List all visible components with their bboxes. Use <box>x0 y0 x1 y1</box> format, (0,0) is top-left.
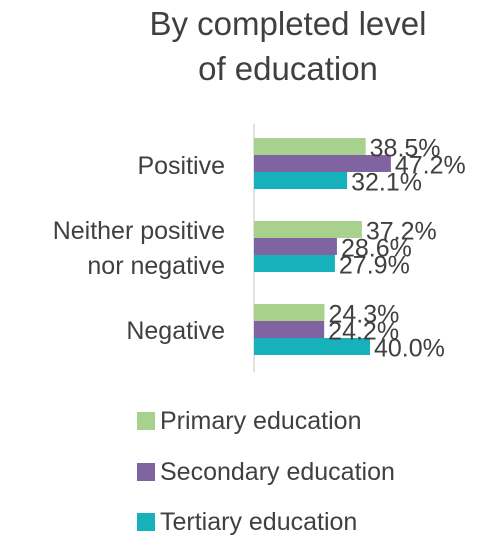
bar-2-2 <box>254 338 370 355</box>
chart-title-line-1: By completed level <box>150 5 427 42</box>
category-label-0: Positive <box>137 152 225 180</box>
legend-swatch-2 <box>137 513 155 531</box>
category-label-2: Negative <box>126 317 225 345</box>
data-labels: 38.5%47.2%32.1% 37.2%28.6%27.9% 24.3%24.2%… <box>328 135 466 363</box>
category-label-1-line-0: Neither positive <box>53 217 225 245</box>
legend-label-2: Tertiary education <box>160 508 357 536</box>
category-label-1-line-1: nor negative <box>87 252 225 280</box>
data-label-1-2: 27.9% <box>339 252 410 280</box>
bar-0-2 <box>254 172 348 189</box>
legend: Primary education Secondary education Tert… <box>137 407 395 536</box>
category-labels: Positive Neither positive nor negative Nega… <box>53 152 225 345</box>
data-label-2-0: 24.3% <box>328 301 399 329</box>
chart-title-line-2: of education <box>198 50 378 87</box>
bar-0-1 <box>254 155 391 172</box>
data-label-0-1: 47.2% <box>395 152 466 180</box>
bar-0-0 <box>254 138 366 155</box>
bars <box>254 138 391 355</box>
bar-1-0 <box>254 221 362 238</box>
bar-1-2 <box>254 255 335 272</box>
legend-label-0: Primary education <box>160 407 361 435</box>
data-label-2-2: 40.0% <box>374 335 445 363</box>
legend-swatch-0 <box>137 412 155 430</box>
bar-2-0 <box>254 304 325 321</box>
bar-1-1 <box>254 238 337 255</box>
data-label-2-1: 24.2% <box>328 318 399 346</box>
bar-2-1 <box>254 321 325 338</box>
data-label-1-0: 37.2% <box>366 218 437 246</box>
legend-swatch-1 <box>137 463 155 481</box>
data-label-1-1: 28.6% <box>341 235 412 263</box>
data-label-0-0: 38.5% <box>370 135 441 163</box>
legend-label-1: Secondary education <box>160 458 395 486</box>
chart-title: By completed level of education <box>150 5 427 87</box>
data-label-0-2: 32.1% <box>351 169 422 197</box>
